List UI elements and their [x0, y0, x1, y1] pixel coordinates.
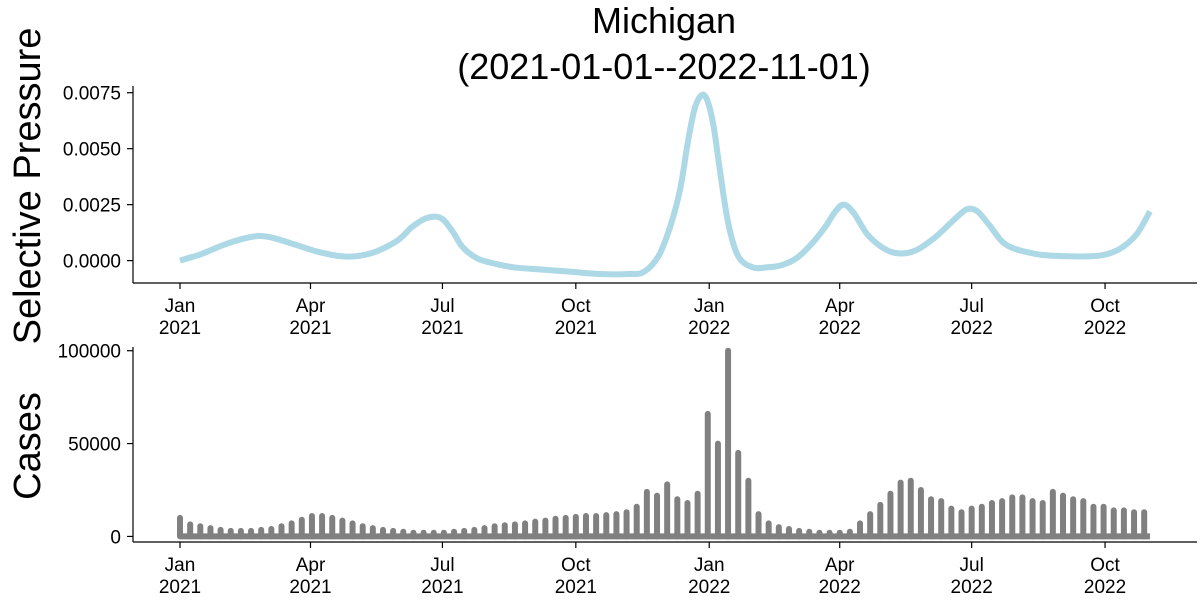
bottom-xtick-year: 2021 [289, 577, 331, 598]
bottom-xtick-month: Oct [561, 555, 591, 576]
top-xtick-month: Oct [561, 296, 591, 317]
bottom-xtick-year: 2021 [159, 577, 201, 598]
bottom-xtick-year: 2022 [688, 577, 730, 598]
bottom-xtick-month: Oct [1090, 555, 1120, 576]
bottom-ytick-label: 0 [110, 527, 121, 548]
bottom-xtick-year: 2021 [555, 577, 597, 598]
bottom-xtick-month: Jul [960, 555, 984, 576]
cases-series [177, 347, 1150, 540]
bottom-xtick-year: 2021 [421, 577, 463, 598]
selective-pressure-line [179, 91, 1153, 278]
top-xtick-year: 2022 [688, 318, 730, 339]
top-ytick-label: 0.0075 [63, 84, 121, 105]
bottom-ylabel: Cases [7, 392, 49, 500]
top-xtick-year: 2021 [159, 318, 201, 339]
top-ytick-label: 0.0025 [63, 196, 121, 217]
bottom-xtick-month: Jul [430, 555, 454, 576]
selective-pressure-series [179, 91, 1153, 278]
top-xtick-month: Jan [165, 296, 196, 317]
top-xtick-month: Jul [960, 296, 984, 317]
top-xtick-month: Apr [296, 296, 326, 317]
top-xtick-month: Jan [694, 296, 725, 317]
top-xtick-month: Jul [430, 296, 454, 317]
top-ylabel: Selective Pressure [7, 28, 49, 345]
top-xtick-year: 2021 [555, 318, 597, 339]
top-ytick-label: 0.0050 [63, 140, 121, 161]
chart-title-line2: (2021-01-01--2022-11-01) [457, 46, 871, 87]
bottom-ytick-label: 100000 [58, 342, 121, 363]
bottom-xtick-month: Jan [694, 555, 725, 576]
bottom-y-ticks: 0 50000 100000 [58, 342, 133, 548]
top-ytick-label: 0.0000 [63, 252, 121, 273]
chart-title-line1: Michigan [592, 0, 736, 41]
top-xtick-year: 2021 [289, 318, 331, 339]
top-xtick-year: 2022 [1084, 318, 1126, 339]
top-y-ticks: 0.0000 0.0025 0.0050 0.0075 [63, 84, 133, 273]
top-xtick-year: 2022 [951, 318, 993, 339]
bottom-xtick-month: Apr [825, 555, 855, 576]
top-xtick-year: 2022 [819, 318, 861, 339]
bottom-x-ticks: Jan2021Apr2021Jul2021Oct2021Jan2022Apr20… [159, 542, 1126, 598]
bottom-xtick-year: 2022 [951, 577, 993, 598]
bottom-xtick-month: Apr [296, 555, 326, 576]
bottom-ytick-label: 50000 [68, 435, 121, 456]
bottom-xtick-year: 2022 [819, 577, 861, 598]
bottom-xtick-month: Jan [165, 555, 196, 576]
top-xtick-year: 2021 [421, 318, 463, 339]
top-xtick-month: Oct [1090, 296, 1120, 317]
bottom-xtick-year: 2022 [1084, 577, 1126, 598]
top-x-ticks: Jan2021Apr2021Jul2021Oct2021Jan2022Apr20… [159, 283, 1126, 339]
top-xtick-month: Apr [825, 296, 855, 317]
